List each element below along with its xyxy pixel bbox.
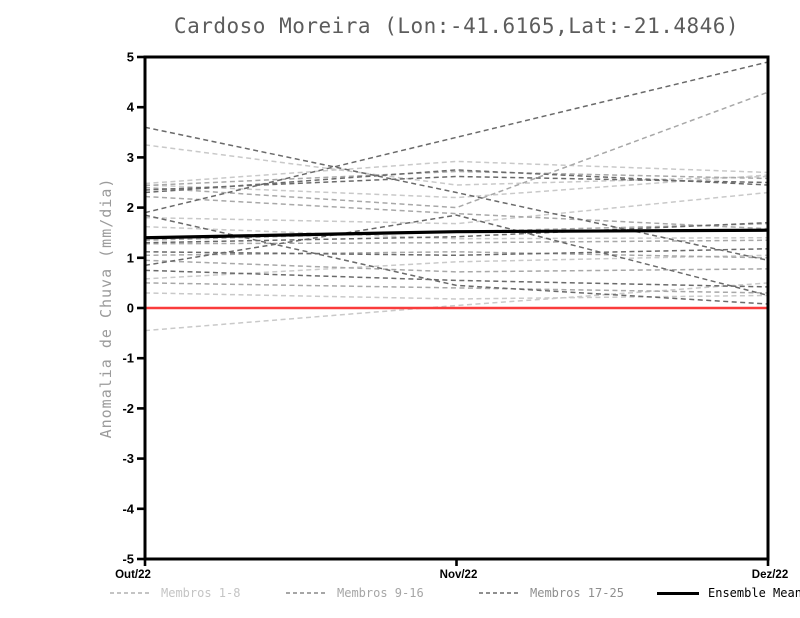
svg-text:-4: -4	[122, 501, 134, 516]
svg-text:5: 5	[127, 50, 134, 65]
svg-text:Out/22: Out/22	[115, 569, 151, 581]
legend-label: Ensemble Mean	[708, 586, 800, 600]
svg-text:4: 4	[127, 100, 135, 115]
svg-text:-3: -3	[122, 451, 134, 466]
svg-text:1: 1	[127, 250, 134, 265]
svg-text:-5: -5	[122, 552, 134, 567]
legend-label: Membros 9-16	[337, 586, 424, 600]
chart-title: Cardoso Moreira (Lon:-41.6165,Lat:-21.48…	[173, 14, 740, 38]
svg-text:Dez/22: Dez/22	[752, 569, 788, 581]
svg-text:3: 3	[127, 150, 134, 165]
legend-item-ensemble-mean: Ensemble Mean	[657, 586, 800, 600]
solid-line-swatch	[657, 591, 699, 595]
dashed-line-swatch	[479, 592, 521, 594]
svg-text:2: 2	[127, 200, 134, 215]
legend-label: Membros 1-8	[161, 586, 241, 600]
legend-label: Membros 17-25	[530, 586, 624, 600]
svg-text:-1: -1	[122, 351, 134, 366]
dashed-line-swatch	[110, 592, 152, 594]
svg-text:0: 0	[127, 301, 134, 316]
dashed-line-swatch	[286, 592, 328, 594]
svg-text:-2: -2	[122, 401, 134, 416]
legend-item-membros-9-16: Membros 9-16	[286, 586, 424, 600]
svg-text:Nov/22: Nov/22	[440, 569, 478, 581]
legend-item-membros-1-8: Membros 1-8	[110, 586, 240, 600]
legend-item-membros-17-25: Membros 17-25	[479, 586, 624, 600]
